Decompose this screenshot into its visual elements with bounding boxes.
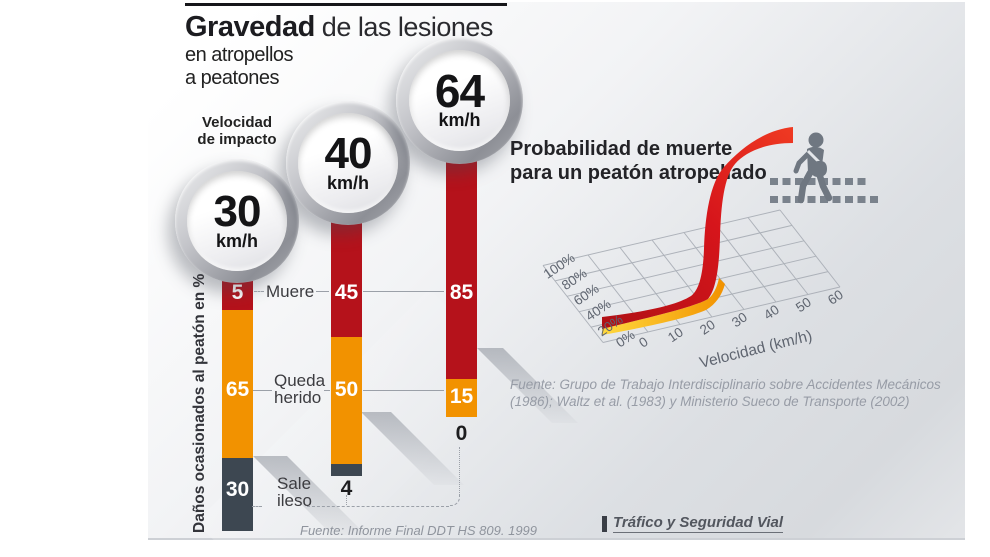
speed-circle-30: 30 km/h [175, 159, 299, 283]
speed-40-unit: km/h [326, 172, 369, 193]
value-40-death: 45 [334, 281, 359, 304]
y-axis-label: Daños ocasionados al peatón en % [191, 273, 208, 533]
bar-40-unharmed-segment [331, 464, 362, 476]
speed-circle-64: 64 km/h [396, 37, 523, 164]
bar-30-unharmed-segment [222, 458, 253, 531]
brand-name: Tráfico y Seguridad Vial [613, 514, 784, 533]
impact-speed-label: Velocidad de impacto [197, 114, 277, 148]
bar-40-death-segment [331, 218, 362, 337]
brand-bar [602, 515, 607, 532]
bar-40-injured-segment [331, 337, 362, 464]
bar-64-death-segment [446, 152, 477, 379]
x-axis-label: Velocidad (km/h) [698, 327, 814, 371]
category-death: Muere [266, 282, 315, 301]
connector-line [316, 291, 329, 292]
speed-64-value: 64 [434, 65, 485, 118]
speed-30-unit: km/h [215, 230, 258, 251]
value-40-injured: 50 [334, 378, 359, 401]
probability-ribbon-underside [602, 278, 725, 335]
speed-30-value: 30 [213, 186, 262, 236]
bar-64-injured-segment [446, 379, 477, 417]
walking-person [793, 132, 833, 204]
connector-vertical-64 [459, 447, 460, 495]
x-tick: 30 [729, 309, 750, 330]
connector-line [363, 390, 444, 391]
connector-line [254, 291, 264, 292]
x-tick: 40 [761, 302, 782, 323]
x-tick: 60 [825, 287, 846, 308]
title-bold: Gravedad [185, 11, 315, 43]
category-unharmed: Sale ileso [277, 474, 312, 510]
bar-30-death-segment [222, 278, 253, 310]
connector-line [324, 390, 330, 391]
speed-circle-40: 40 km/h [286, 101, 410, 225]
probability-chart-source: Fuente: Grupo de Trabajo Interdisciplina… [510, 377, 941, 409]
bar-30-injured-segment [222, 310, 253, 458]
connector-line [363, 291, 444, 292]
value-30-injured: 65 [225, 378, 250, 401]
value-40-unharmed: 4 [340, 477, 353, 500]
connector-tick-40 [346, 495, 347, 505]
x-tick: 20 [697, 317, 718, 338]
x-tick: 50 [793, 294, 814, 315]
x-tick: 10 [665, 324, 686, 345]
value-30-death: 5 [231, 281, 244, 304]
value-64-injured: 15 [449, 385, 474, 408]
probability-ribbon [602, 127, 793, 329]
speed-40-value: 40 [324, 128, 373, 178]
content-background [148, 2, 965, 540]
value-64-unharmed: 0 [455, 422, 468, 445]
value-30-unharmed: 30 [225, 478, 250, 501]
page-title: Gravedad de las lesiones en atropellos a… [185, 11, 493, 90]
x-tick: 0 [636, 334, 651, 351]
subtitle-line1: en atropellos [185, 44, 294, 66]
probability-chart: 0% 20% 40% 60% 80% 100% 0 10 20 30 40 50… [541, 127, 846, 372]
x-tick-labels: 0 10 20 30 40 50 60 [636, 287, 846, 351]
value-64-death: 85 [449, 281, 474, 304]
connector-line [253, 390, 272, 391]
title-rule [185, 3, 507, 6]
probability-chart-title: Probabilidad de muerte para un peatón at… [510, 138, 767, 184]
unharmed-connector-dash [307, 498, 449, 507]
category-injured: Queda herido [274, 371, 326, 407]
bar-chart-source: Fuente: Informe Final DDT HS 809. 1999 [300, 523, 538, 538]
pedestrian-icon [770, 132, 878, 204]
brand-footer: Tráfico y Seguridad Vial [602, 514, 784, 533]
connector-line [252, 506, 262, 507]
speed-64-unit: km/h [438, 110, 481, 131]
subtitle-line2: a peatones [185, 67, 279, 89]
